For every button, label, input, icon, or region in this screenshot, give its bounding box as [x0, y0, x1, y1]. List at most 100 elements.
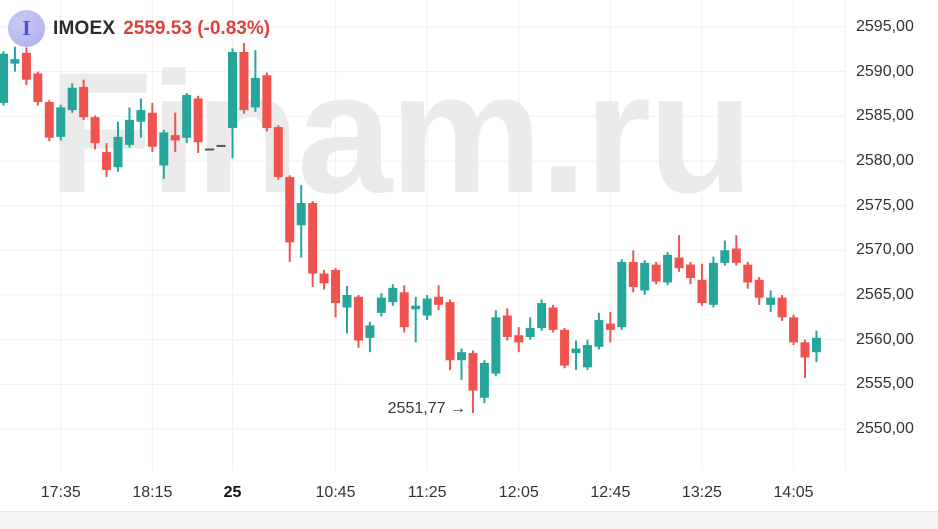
instrument-logo-letter: I: [22, 16, 31, 40]
session-low-annotation: 2551,77 →: [387, 400, 466, 418]
price-axis-label: 2550,00: [856, 420, 914, 437]
candle-body: [743, 264, 753, 283]
price-axis-label: 2580,00: [856, 152, 914, 169]
candle-body: [651, 264, 661, 282]
candle-body: [548, 307, 558, 330]
candle-body: [411, 305, 421, 310]
candle-body: [720, 250, 730, 263]
candle-body: [33, 73, 43, 103]
candle-body: [594, 320, 604, 347]
candle-body: [777, 297, 787, 318]
candle-body: [124, 119, 134, 145]
candle-body: [502, 315, 512, 337]
price-axis-label: 2585,00: [856, 107, 914, 125]
price-change: (-0.83%): [197, 17, 271, 39]
candle-body: [296, 202, 306, 226]
candle-body: [388, 287, 398, 303]
candle-body: [697, 279, 707, 304]
candle-body: [113, 136, 123, 168]
price-axis-label: 2560,00: [856, 330, 914, 348]
time-axis-label: 12:05: [498, 484, 539, 501]
candle-body: [273, 127, 283, 178]
candle-body: [0, 53, 8, 103]
candle-wick: [13, 46, 16, 72]
candle-body: [560, 329, 570, 366]
candle-body: [617, 261, 627, 328]
candle-body: [514, 335, 524, 343]
candle-body: [674, 257, 684, 269]
candle-body: [754, 279, 764, 298]
candle-body: [663, 254, 673, 283]
price-axis-label: 2590,00: [856, 62, 914, 80]
candle-body: [434, 296, 444, 305]
candle-wick: [678, 235, 681, 272]
candle-body: [571, 348, 581, 354]
price-axis[interactable]: 2595,00 2590,00 2585,00 2580,00 2575,00 2570,…: [845, 0, 938, 470]
candle-body: [182, 94, 192, 138]
candle-body: [10, 59, 20, 64]
candlestick-canvas[interactable]: Finam.ru: [0, 0, 845, 470]
candle-body: [21, 52, 31, 80]
candle-body: [56, 107, 66, 137]
candle-body: [628, 261, 638, 287]
candle-body: [216, 144, 226, 147]
price-axis-label: 2565,00: [856, 286, 914, 303]
time-axis[interactable]: 17:35 18:15 25 10:45 11:25 12:05 12:45 13:25 14:…: [0, 470, 845, 512]
candle-body: [79, 86, 89, 118]
candle-body: [102, 152, 112, 170]
candle-body: [686, 264, 695, 279]
candle-body: [193, 98, 203, 143]
candle-body: [399, 292, 409, 328]
time-axis-label: 17:35: [40, 484, 81, 501]
candle-body: [170, 135, 180, 141]
candle-body: [605, 323, 615, 330]
candle-body: [365, 325, 375, 338]
candle-body: [285, 177, 295, 243]
instrument-symbol: IMOEX: [53, 17, 116, 39]
candle-body: [445, 302, 455, 361]
candle-body: [44, 102, 54, 138]
candle-body: [159, 132, 169, 166]
candle-body: [766, 297, 776, 305]
candle-body: [468, 353, 478, 391]
candle-body: [250, 77, 260, 108]
time-axis-label: 18:15: [132, 484, 173, 501]
candle-body: [525, 328, 535, 337]
candle-body: [479, 362, 489, 398]
candle-body: [708, 262, 718, 305]
candle-body: [731, 248, 741, 263]
timeline-scrollbar[interactable]: [0, 511, 938, 529]
candle-wick: [460, 348, 463, 380]
candle-body: [262, 75, 272, 128]
candle-wick: [414, 296, 417, 343]
price-axis-label: 2570,00: [856, 241, 914, 259]
candle-body: [342, 295, 352, 308]
candle-body: [90, 117, 100, 144]
candle-body: [147, 112, 157, 147]
candle-body: [640, 262, 650, 291]
candle-wick: [575, 340, 577, 371]
candle-body: [800, 342, 810, 358]
candle-body: [491, 317, 501, 374]
candle-body: [239, 52, 249, 111]
candle-body: [136, 110, 146, 122]
candle-body: [67, 87, 77, 111]
candle-body: [353, 296, 363, 341]
candle-body: [308, 202, 318, 274]
candle-body: [228, 52, 237, 128]
candle-body: [457, 352, 466, 361]
candle-body: [205, 148, 215, 151]
candle-wick: [804, 339, 806, 379]
time-axis-label: 13:25: [681, 484, 722, 501]
last-price-and-change: 2559.53 (-0.83%): [123, 18, 270, 40]
candle-body: [319, 273, 329, 284]
instrument-logo-icon[interactable]: I: [8, 10, 45, 47]
last-price: 2559.53: [123, 17, 192, 39]
time-axis-label: 11:25: [407, 484, 447, 501]
candle-body: [376, 297, 386, 313]
time-axis-label: 10:45: [315, 484, 356, 501]
time-axis-label: 25: [223, 484, 242, 501]
time-axis-label: 12:45: [590, 484, 631, 501]
chart-plot[interactable]: Finam.ru I IMOEX 2559.53 (-0.83%) 2551,7…: [0, 0, 846, 470]
